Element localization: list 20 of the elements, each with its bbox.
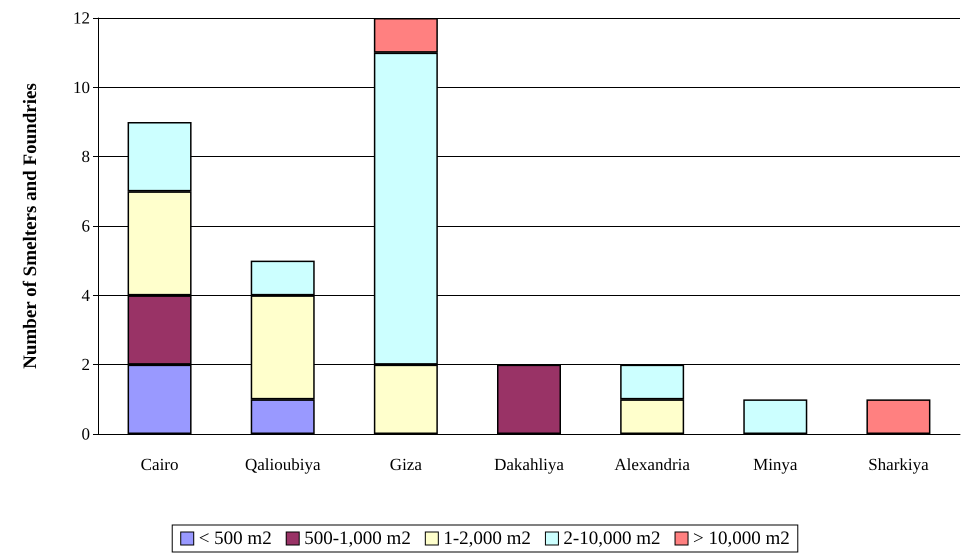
legend-label: > 10,000 m2 [693, 528, 790, 549]
y-tick-label: 2 [82, 355, 90, 374]
x-tick-label: Alexandria [614, 455, 690, 474]
x-tick-label: Cairo [140, 455, 178, 474]
x-tick-label: Minya [753, 455, 798, 474]
y-tick-label: 10 [73, 78, 90, 97]
y-tick-label: 4 [82, 286, 90, 305]
y-tick-label: 6 [82, 216, 90, 236]
legend-label: < 500 m2 [198, 528, 272, 549]
y-tick-label: 12 [73, 8, 90, 28]
x-tick-label: Dakahliya [494, 455, 564, 474]
x-tick-label: Sharkiya [868, 455, 930, 474]
x-tick-label: Giza [390, 455, 422, 474]
legend-label: 1-2,000 m2 [443, 528, 531, 549]
y-tick-label: 0 [82, 424, 90, 444]
legend-label: 500-1,000 m2 [304, 528, 411, 549]
x-tick-label: Qalioubiya [244, 455, 321, 474]
y-tick-label: 8 [82, 147, 90, 166]
legend-label: 2-10,000 m2 [563, 528, 661, 549]
y-axis-title: Number of Smelters and Foundries [20, 83, 41, 369]
